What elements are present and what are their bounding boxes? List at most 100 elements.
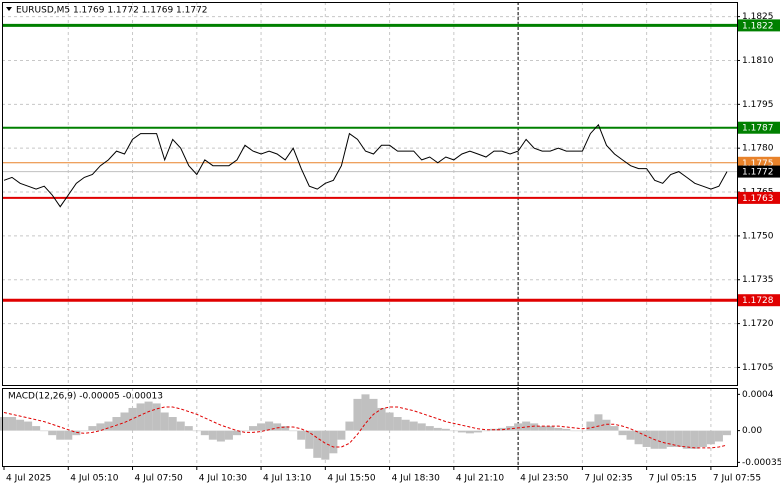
- y-tick-label: 1.1750: [742, 231, 774, 241]
- y-tick-label: -0.00035: [742, 458, 781, 468]
- histogram-bar: [698, 430, 707, 447]
- y-tick-label: 0.00: [742, 426, 762, 436]
- histogram-bar: [8, 417, 17, 431]
- level-label-box: [738, 294, 780, 307]
- histogram-bar: [257, 423, 266, 431]
- histogram-bar: [112, 417, 121, 431]
- histogram-bar: [674, 430, 683, 447]
- x-tick-label: 4 Jul 05:10: [70, 474, 119, 484]
- x-tick-label: 7 Jul 05:15: [649, 474, 697, 484]
- histogram-bar: [192, 430, 201, 432]
- level-label: 1.1728: [742, 296, 774, 306]
- histogram-bar: [658, 430, 667, 449]
- histogram-bar: [473, 430, 482, 433]
- histogram-bar: [176, 421, 185, 431]
- y-tick-label: 1.1735: [742, 275, 774, 285]
- histogram-bar: [48, 430, 57, 436]
- histogram-bar: [626, 430, 635, 440]
- histogram-bar: [634, 430, 643, 445]
- histogram-bar: [289, 430, 298, 432]
- histogram-bar: [160, 412, 169, 431]
- histogram-bar: [706, 430, 715, 445]
- level-label: 1.1775: [742, 159, 774, 169]
- histogram-bar: [666, 430, 675, 447]
- y-tick-label: 1.1780: [742, 144, 774, 154]
- macd-frame: [2, 388, 738, 467]
- histogram-bar: [465, 430, 474, 434]
- x-tick-label: 4 Jul 15:50: [327, 474, 376, 484]
- histogram-bar: [329, 430, 338, 454]
- level-label-box: [738, 19, 780, 32]
- histogram-bar: [690, 430, 699, 449]
- y-tick-label: 1.1720: [742, 319, 774, 329]
- histogram-bar: [682, 430, 691, 449]
- menu-icon: [6, 7, 12, 11]
- histogram-bar: [586, 421, 595, 431]
- histogram-bar: [409, 421, 418, 431]
- histogram-bar: [152, 403, 161, 431]
- chart-title: EURUSD,M5 1.1769 1.1772 1.1769 1.1772: [16, 6, 208, 16]
- histogram-bar: [232, 430, 241, 436]
- histogram-bar: [56, 430, 65, 440]
- x-tick-label: 4 Jul 2025: [6, 474, 51, 484]
- histogram-bar: [297, 430, 306, 440]
- histogram-bar: [136, 403, 145, 431]
- histogram-bar: [104, 421, 113, 431]
- histogram-bar: [457, 430, 466, 433]
- histogram-bar: [570, 430, 579, 432]
- histogram-bar: [265, 421, 274, 431]
- histogram-bar: [88, 426, 97, 431]
- level-label: 1.1763: [742, 194, 774, 204]
- level-label: 1.1822: [742, 21, 774, 31]
- histogram-bar: [208, 430, 217, 440]
- histogram-bar: [305, 430, 314, 449]
- histogram-bar: [514, 423, 523, 431]
- y-tick-label: 1.1825: [742, 12, 774, 22]
- histogram-bar: [361, 394, 370, 431]
- histogram-bar: [714, 430, 723, 442]
- level-label-box: [738, 121, 780, 134]
- signal-line: [3, 406, 728, 449]
- histogram-bar: [24, 421, 33, 431]
- histogram-bar: [481, 430, 490, 432]
- histogram-bar: [96, 423, 105, 431]
- histogram-bar: [321, 430, 330, 460]
- histogram-bar: [401, 419, 410, 431]
- y-tick-label: 1.1705: [742, 363, 774, 373]
- x-tick-label: 7 Jul 02:35: [584, 474, 632, 484]
- histogram-bar: [313, 430, 322, 458]
- histogram-bar: [273, 423, 282, 431]
- histogram-bar: [353, 398, 362, 431]
- histogram-bar: [281, 426, 290, 431]
- y-tick-label: 1.1810: [742, 56, 774, 66]
- x-tick-label: 4 Jul 21:10: [456, 474, 505, 484]
- histogram-bar: [393, 417, 402, 431]
- x-tick-label: 4 Jul 18:30: [392, 474, 441, 484]
- histogram-bar: [506, 426, 515, 431]
- histogram-bar: [240, 430, 250, 432]
- macd-title: MACD(12,26,9) -0.00005 -0.00013: [8, 392, 163, 402]
- price-frame: [2, 2, 738, 386]
- histogram-bar: [554, 427, 563, 431]
- histogram-bar: [80, 430, 89, 432]
- histogram-bar: [0, 417, 9, 431]
- y-tick-label: 0.0004: [742, 390, 774, 400]
- y-tick-label: 1.1795: [742, 100, 774, 110]
- histogram-bar: [417, 423, 426, 431]
- histogram-bar: [578, 430, 587, 432]
- histogram-bar: [425, 426, 434, 431]
- histogram-bar: [522, 421, 531, 431]
- histogram-bar: [377, 407, 386, 431]
- histogram-bar: [441, 428, 450, 431]
- histogram-bar: [530, 423, 539, 431]
- histogram-bar: [224, 430, 233, 440]
- level-label: 1.1787: [742, 124, 774, 134]
- histogram-bar: [337, 430, 346, 440]
- histogram-bar: [594, 414, 603, 431]
- histogram-bar: [144, 401, 153, 431]
- histogram-bar: [64, 430, 73, 440]
- histogram-bar: [184, 426, 193, 431]
- histogram-bar: [120, 412, 129, 431]
- histogram-bar: [449, 430, 458, 432]
